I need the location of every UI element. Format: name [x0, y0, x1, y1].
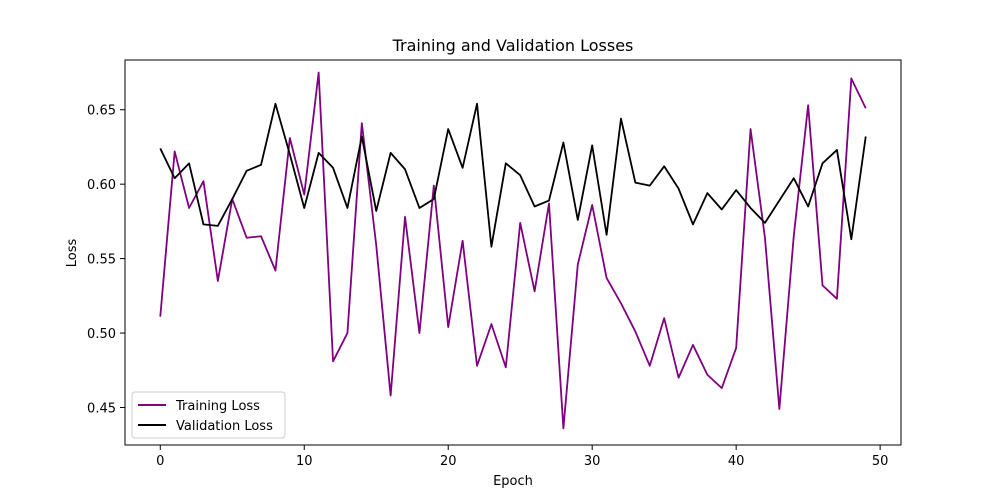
- training-loss-line: [159, 71, 867, 430]
- plot-frame: [124, 59, 902, 446]
- chart-title: Training and Validation Losses: [392, 36, 634, 55]
- y-tick-label: 0.50: [87, 327, 116, 342]
- legend-label-training: Training Loss: [175, 399, 260, 414]
- legend-box: [131, 391, 286, 439]
- x-tick-label: 0: [156, 454, 164, 469]
- x-tick-label: 10: [296, 454, 313, 469]
- y-axis-ticks: 0.45 0.50 0.55 0.60 0.65: [87, 104, 125, 416]
- y-tick-label: 0.60: [87, 178, 116, 193]
- x-tick-label: 50: [872, 454, 889, 469]
- y-tick-label: 0.55: [87, 253, 116, 268]
- x-tick-label: 40: [728, 454, 745, 469]
- y-tick-label: 0.45: [87, 401, 116, 416]
- x-axis-ticks: 0 10 20 30 40 50: [156, 445, 888, 469]
- x-tick-label: 30: [584, 454, 601, 469]
- x-axis-label: Epoch: [493, 474, 533, 489]
- y-axis-label: Loss: [65, 239, 80, 268]
- legend: Training Loss Validation Loss: [131, 391, 286, 439]
- y-tick-label: 0.65: [87, 104, 116, 119]
- plot-lines: [159, 71, 867, 430]
- legend-label-validation: Validation Loss: [176, 419, 273, 434]
- validation-loss-line: [159, 102, 867, 248]
- x-tick-label: 20: [440, 454, 457, 469]
